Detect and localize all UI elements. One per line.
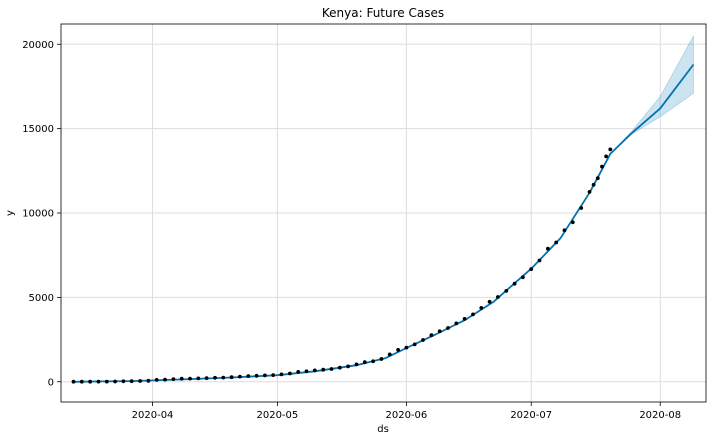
observed-point bbox=[204, 376, 209, 380]
observed-point bbox=[554, 240, 559, 245]
observed-point bbox=[246, 374, 251, 378]
observed-point bbox=[171, 377, 176, 381]
observed-point bbox=[71, 379, 76, 384]
observed-point bbox=[288, 371, 292, 376]
observed-point bbox=[471, 312, 475, 317]
observed-point bbox=[454, 321, 459, 326]
observed-point bbox=[138, 379, 143, 383]
observed-point bbox=[79, 379, 84, 384]
observed-point bbox=[371, 359, 375, 364]
observed-point bbox=[354, 362, 359, 367]
observed-point bbox=[608, 147, 613, 152]
observed-point bbox=[296, 370, 301, 374]
observed-point bbox=[238, 374, 242, 379]
observed-point bbox=[579, 206, 584, 210]
y-tick-label: 0 bbox=[48, 377, 54, 388]
observed-point bbox=[121, 379, 126, 384]
observed-point bbox=[496, 295, 500, 299]
y-tick-label: 15000 bbox=[22, 124, 54, 135]
observed-point bbox=[512, 281, 517, 286]
observed-point bbox=[312, 368, 317, 373]
observed-point bbox=[595, 176, 600, 181]
observed-point bbox=[163, 377, 167, 382]
observed-point bbox=[304, 369, 309, 374]
observed-point bbox=[404, 345, 409, 350]
x-tick-label: 2020-06 bbox=[385, 410, 427, 421]
observed-points-layer bbox=[71, 147, 613, 384]
x-tick-label: 2020-07 bbox=[510, 410, 552, 421]
y-axis-ticks: 0 5000 10000 15000 20000 bbox=[22, 40, 61, 388]
observed-point bbox=[487, 299, 492, 304]
observed-point bbox=[587, 190, 592, 194]
x-tick-label: 2020-04 bbox=[132, 410, 174, 421]
observed-point bbox=[362, 360, 367, 365]
observed-point bbox=[591, 182, 596, 187]
observed-point bbox=[221, 375, 226, 380]
observed-point bbox=[521, 275, 525, 280]
observed-point bbox=[154, 378, 159, 382]
observed-point bbox=[446, 326, 450, 330]
observed-point bbox=[562, 228, 567, 233]
observed-point bbox=[504, 289, 509, 293]
observed-point bbox=[396, 348, 400, 352]
observed-point bbox=[421, 338, 425, 342]
observed-point bbox=[229, 375, 234, 380]
observed-point bbox=[346, 364, 350, 369]
observed-point bbox=[129, 379, 134, 384]
observed-point bbox=[412, 342, 417, 347]
observed-point bbox=[113, 379, 117, 384]
observed-point bbox=[529, 267, 534, 271]
observed-point bbox=[96, 379, 101, 384]
y-tick-label: 5000 bbox=[29, 293, 54, 304]
y-axis-label: y bbox=[5, 210, 16, 216]
observed-point bbox=[479, 306, 484, 310]
observed-point bbox=[263, 373, 267, 378]
grid-lines bbox=[61, 24, 706, 402]
observed-point bbox=[179, 376, 184, 381]
observed-point bbox=[196, 376, 201, 381]
x-axis-ticks: 2020-04 2020-05 2020-06 2020-07 2020-08 bbox=[132, 402, 681, 421]
y-tick-label: 10000 bbox=[22, 209, 54, 220]
observed-point bbox=[88, 379, 92, 384]
observed-point bbox=[188, 376, 192, 381]
observed-point bbox=[254, 373, 259, 378]
observed-point bbox=[271, 373, 276, 377]
x-tick-label: 2020-05 bbox=[256, 410, 298, 421]
uncertainty-band-layer bbox=[610, 35, 694, 155]
observed-point bbox=[104, 379, 109, 384]
x-tick-label: 2020-08 bbox=[639, 410, 681, 421]
observed-point bbox=[429, 333, 434, 337]
observed-point bbox=[321, 367, 326, 372]
observed-point bbox=[379, 357, 384, 361]
observed-point bbox=[329, 367, 334, 371]
x-axis-label: ds bbox=[377, 424, 389, 435]
observed-point bbox=[437, 329, 442, 334]
observed-point bbox=[387, 352, 392, 357]
observed-point bbox=[600, 164, 604, 169]
observed-point bbox=[337, 365, 342, 370]
observed-point bbox=[146, 378, 151, 383]
y-tick-label: 20000 bbox=[22, 40, 54, 51]
uncertainty-band bbox=[610, 35, 694, 155]
observed-point bbox=[213, 375, 217, 380]
observed-point bbox=[570, 220, 575, 225]
observed-point bbox=[604, 154, 608, 159]
observed-point bbox=[546, 246, 550, 251]
observed-point bbox=[462, 317, 467, 321]
observed-point bbox=[279, 372, 284, 377]
chart-title: Kenya: Future Cases bbox=[322, 6, 444, 20]
observed-point bbox=[537, 258, 542, 263]
